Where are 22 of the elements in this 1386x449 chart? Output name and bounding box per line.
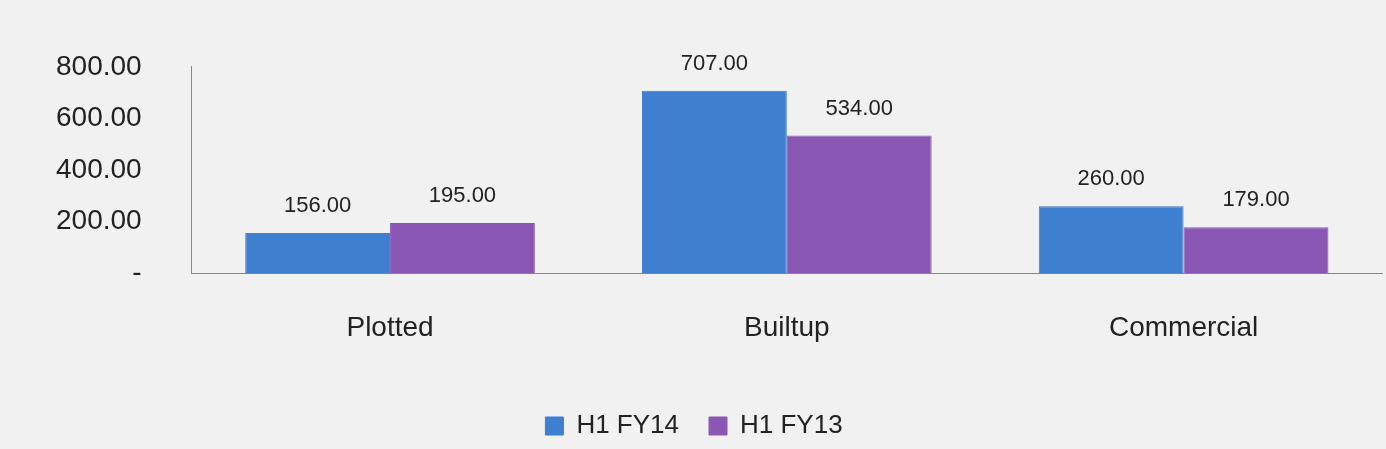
bar	[1038, 206, 1184, 274]
bar	[786, 135, 932, 274]
data-label: 195.00	[428, 182, 497, 208]
bar	[390, 223, 535, 274]
legend-label: H1 FY14	[576, 409, 680, 440]
y-tick-label: 200.00	[56, 204, 142, 236]
y-tick-label: 600.00	[56, 101, 142, 133]
x-tick-label: Plotted	[346, 310, 434, 342]
bar	[641, 90, 787, 274]
bar	[1183, 227, 1329, 274]
data-label: 534.00	[825, 94, 893, 120]
data-label: 156.00	[283, 192, 352, 218]
data-label: 260.00	[1077, 165, 1145, 191]
x-tick-label: Commercial	[1108, 310, 1259, 342]
data-label: 707.00	[680, 49, 749, 75]
x-tick-label: Builtup	[744, 310, 830, 342]
y-tick-label: 800.00	[56, 49, 142, 81]
legend-label: H1 FY13	[740, 409, 843, 440]
y-tick-label: -	[132, 256, 142, 288]
bar	[245, 233, 391, 274]
y-tick-label: 400.00	[56, 152, 142, 184]
data-label: 179.00	[1222, 186, 1290, 212]
